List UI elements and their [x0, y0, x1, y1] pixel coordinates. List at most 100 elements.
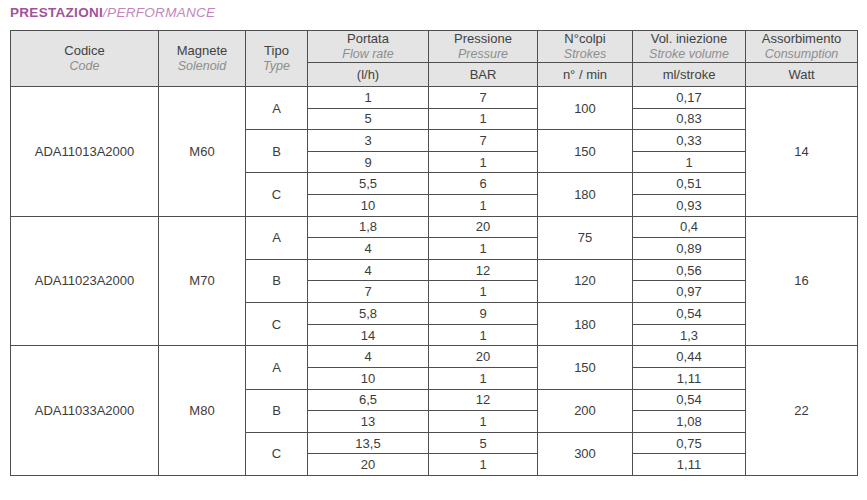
- cell-type: B: [246, 130, 308, 173]
- cell-vol: 0,89: [633, 238, 746, 260]
- cell-flow: 5: [308, 108, 429, 130]
- cell-pressure: 1: [429, 324, 538, 346]
- cell-flow: 6,5: [308, 389, 429, 411]
- cell-vol: 1,11: [633, 454, 746, 476]
- cell-flow: 9: [308, 151, 429, 173]
- cell-strokes: 120: [538, 259, 633, 302]
- cell-vol: 0,54: [633, 389, 746, 411]
- header-pressione-it: Pressione: [429, 32, 537, 47]
- cell-vol: 0,17: [633, 87, 746, 109]
- title-english: /PERFORMANCE: [103, 5, 215, 20]
- cell-flow: 7: [308, 281, 429, 303]
- title-italian: PRESTAZIONI: [10, 5, 103, 20]
- header-portata-it: Portata: [308, 32, 428, 47]
- header-codice: Codice Code: [11, 31, 159, 87]
- cell-solenoid: M80: [159, 346, 246, 476]
- table-row: ADA11033A2000M80A4201500,4422: [11, 346, 858, 368]
- header-vol-en: Stroke volume: [633, 47, 745, 61]
- cell-strokes: 75: [538, 216, 633, 259]
- performance-table: Codice Code Magnete Solenoid Tipo Type P…: [10, 30, 858, 476]
- cell-pressure: 1: [429, 411, 538, 433]
- cell-pressure: 1: [429, 151, 538, 173]
- cell-pressure: 1: [429, 454, 538, 476]
- header-vol-it: Vol. iniezione: [633, 32, 745, 47]
- cell-pressure: 12: [429, 389, 538, 411]
- cell-pressure: 1: [429, 108, 538, 130]
- cell-flow: 20: [308, 454, 429, 476]
- cell-flow: 3: [308, 130, 429, 152]
- cell-vol: 0,83: [633, 108, 746, 130]
- header-pressione-unit: BAR: [429, 63, 538, 87]
- cell-flow: 14: [308, 324, 429, 346]
- cell-vol: 0,44: [633, 346, 746, 368]
- cell-type: A: [246, 87, 308, 130]
- cell-type: B: [246, 259, 308, 302]
- cell-watt: 22: [746, 346, 858, 476]
- header-assorbimento-it: Assorbimento: [746, 32, 857, 47]
- cell-vol: 1,11: [633, 367, 746, 389]
- cell-flow: 4: [308, 346, 429, 368]
- cell-flow: 1: [308, 87, 429, 109]
- cell-strokes: 150: [538, 130, 633, 173]
- cell-type: A: [246, 216, 308, 259]
- header-codice-en: Code: [11, 59, 158, 73]
- cell-vol: 0,97: [633, 281, 746, 303]
- header-assorbimento-unit: Watt: [746, 63, 858, 87]
- header-assorbimento: Assorbimento Consumption: [746, 31, 858, 63]
- header-portata-unit: (l/h): [308, 63, 429, 87]
- cell-vol: 0,33: [633, 130, 746, 152]
- header-vol: Vol. iniezione Stroke volume: [633, 31, 746, 63]
- header-colpi: N°colpi Strokes: [538, 31, 633, 63]
- cell-solenoid: M60: [159, 87, 246, 217]
- cell-pressure: 1: [429, 195, 538, 217]
- cell-solenoid: M70: [159, 216, 246, 346]
- cell-pressure: 1: [429, 238, 538, 260]
- cell-vol: 0,4: [633, 216, 746, 238]
- header-row-names: Codice Code Magnete Solenoid Tipo Type P…: [11, 31, 858, 63]
- cell-code: ADA11023A2000: [11, 216, 159, 346]
- cell-vol: 0,56: [633, 259, 746, 281]
- cell-vol: 1: [633, 151, 746, 173]
- cell-pressure: 1: [429, 281, 538, 303]
- cell-flow: 10: [308, 367, 429, 389]
- cell-vol: 1,08: [633, 411, 746, 433]
- header-portata: Portata Flow rate: [308, 31, 429, 63]
- header-colpi-unit: n° / min: [538, 63, 633, 87]
- page-title: PRESTAZIONI/PERFORMANCE: [10, 5, 215, 20]
- table-body: ADA11013A2000M60A171000,1714510,83B37150…: [11, 87, 858, 476]
- table-row: ADA11023A2000M70A1,820750,416: [11, 216, 858, 238]
- cell-vol: 0,54: [633, 303, 746, 325]
- header-colpi-en: Strokes: [538, 47, 632, 61]
- cell-pressure: 12: [429, 259, 538, 281]
- header-vol-unit: ml/stroke: [633, 63, 746, 87]
- cell-flow: 13,5: [308, 432, 429, 454]
- cell-strokes: 300: [538, 432, 633, 475]
- header-codice-it: Codice: [11, 44, 158, 59]
- header-magnete-en: Solenoid: [159, 59, 245, 73]
- cell-type: C: [246, 303, 308, 346]
- cell-strokes: 100: [538, 87, 633, 130]
- table-row: ADA11013A2000M60A171000,1714: [11, 87, 858, 109]
- header-pressione: Pressione Pressure: [429, 31, 538, 63]
- cell-vol: 1,3: [633, 324, 746, 346]
- cell-pressure: 7: [429, 87, 538, 109]
- cell-flow: 13: [308, 411, 429, 433]
- cell-pressure: 9: [429, 303, 538, 325]
- cell-code: ADA11013A2000: [11, 87, 159, 217]
- table-header: Codice Code Magnete Solenoid Tipo Type P…: [11, 31, 858, 87]
- cell-flow: 4: [308, 238, 429, 260]
- cell-vol: 0,51: [633, 173, 746, 195]
- cell-pressure: 5: [429, 432, 538, 454]
- cell-pressure: 7: [429, 130, 538, 152]
- cell-flow: 4: [308, 259, 429, 281]
- cell-type: C: [246, 173, 308, 216]
- cell-strokes: 200: [538, 389, 633, 432]
- cell-pressure: 1: [429, 367, 538, 389]
- cell-flow: 5,5: [308, 173, 429, 195]
- datasheet-page: PRESTAZIONI/PERFORMANCE Codice Code Magn…: [0, 0, 867, 500]
- cell-strokes: 180: [538, 173, 633, 216]
- header-tipo-en: Type: [246, 59, 307, 73]
- cell-watt: 14: [746, 87, 858, 217]
- cell-vol: 0,93: [633, 195, 746, 217]
- cell-flow: 1,8: [308, 216, 429, 238]
